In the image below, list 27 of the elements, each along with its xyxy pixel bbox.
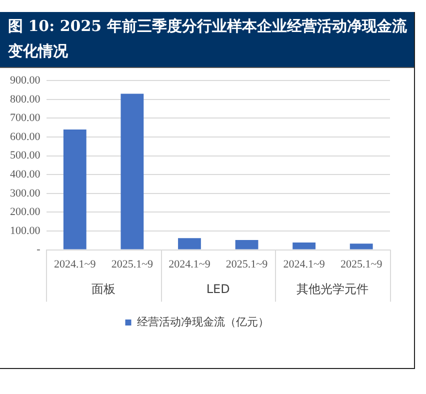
bar: [235, 240, 258, 250]
y-tick-label: 400.00: [10, 168, 41, 180]
x-tick-label: 2025.1~9: [226, 258, 268, 270]
bar: [178, 238, 201, 250]
text: 面板: [92, 282, 116, 296]
y-tick-label: 900.00: [10, 74, 41, 86]
text: 其他光学元件: [296, 282, 369, 296]
y-tick-label: 100.00: [10, 224, 41, 237]
y-tick-label: 800.00: [10, 93, 41, 106]
chart-title: 图 10: 2025 年前三季度分行业样本企业经营活动净现金流变化情况: [0, 12, 414, 68]
bar: [120, 94, 144, 250]
y-tick-label: 500.00: [10, 150, 41, 162]
y-tick-label: 600.00: [10, 130, 41, 143]
x-tick-label: 2024.1~9: [168, 258, 211, 270]
text: LED: [206, 282, 230, 296]
y-tick-label: -: [36, 244, 41, 256]
x-tick-label: 2024.1~9: [283, 258, 326, 270]
x-tick-label: 2024.1~9: [54, 258, 96, 270]
y-tick-label: 700.00: [10, 112, 41, 124]
bar: [63, 129, 86, 250]
x-tick-label: 2025.1~9: [111, 258, 154, 270]
y-tick-label: 200.00: [10, 206, 41, 218]
bar: [292, 242, 316, 250]
bar: [350, 244, 373, 250]
legend-label: 经营活动净现金流（亿元）: [136, 315, 269, 328]
x-tick-label: 2025.1~9: [340, 258, 383, 270]
y-tick-label: 300.00: [10, 187, 41, 200]
